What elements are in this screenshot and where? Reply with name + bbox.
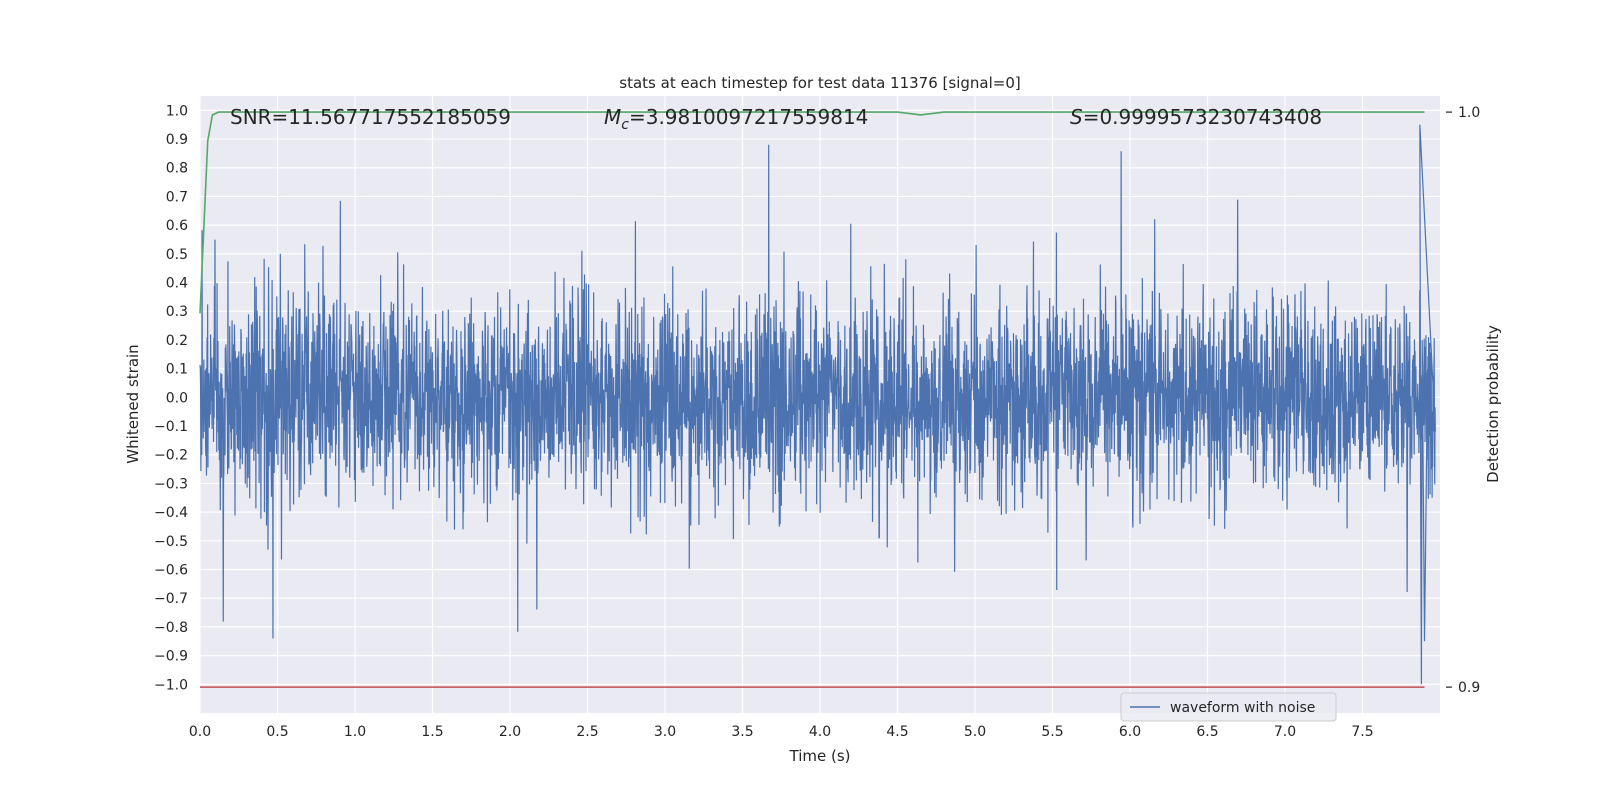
chirp-mass-value: =3.9810097217559814 xyxy=(629,105,868,129)
x-tick-label: 7.5 xyxy=(1351,724,1373,740)
x-axis-ticks: 0.0 0.5 1.0 1.5 2.0 2.5 3.0 3.5 4.0 4.5 5.0 5.5 6.0 6… xyxy=(189,724,1374,740)
x-tick-label: 4.0 xyxy=(809,724,831,740)
y-tick-label: 1.0 xyxy=(166,103,188,119)
y-tick-label: −1.0 xyxy=(154,677,188,693)
chirp-mass-annotation: Mc=3.9810097217559814 xyxy=(604,105,868,133)
waveform-with-noise-line xyxy=(199,124,1436,685)
x-tick-label: 6.5 xyxy=(1196,724,1218,740)
y-tick-label: −0.5 xyxy=(154,534,188,550)
y-tick-label: −0.6 xyxy=(154,563,188,579)
chirp-mass-symbol: M xyxy=(604,105,621,129)
x-tick-label: 3.5 xyxy=(731,724,753,740)
y-tick-label: 0.4 xyxy=(166,276,188,292)
y2-axis-ticks: 1.0 0.9 xyxy=(1446,105,1480,696)
y2-tick-label: 0.9 xyxy=(1458,680,1480,696)
x-tick-label: 0.0 xyxy=(189,724,211,740)
y-tick-label: 0.6 xyxy=(166,218,188,234)
y-tick-label: −0.9 xyxy=(154,649,188,665)
y-tick-label: −0.8 xyxy=(154,620,188,636)
y-tick-label: −0.7 xyxy=(154,591,188,607)
y-tick-label: −0.3 xyxy=(154,476,188,492)
y-tick-label: 0.8 xyxy=(166,161,188,177)
y-tick-label: 0.9 xyxy=(166,132,188,148)
legend: waveform with noise xyxy=(1120,692,1337,722)
x-tick-label: 0.5 xyxy=(266,724,288,740)
probability-series xyxy=(199,111,1425,688)
y-tick-label: 0.1 xyxy=(166,362,188,378)
x-tick-label: 5.5 xyxy=(1041,724,1063,740)
chirp-mass-subscript: c xyxy=(621,117,629,133)
statistic-symbol: S xyxy=(1070,105,1083,129)
snr-annotation: SNR=11.567717552185059 xyxy=(230,105,511,129)
detection-probability-line xyxy=(199,111,1425,314)
y-tick-label: 0.3 xyxy=(166,304,188,320)
y-tick-label: 0.5 xyxy=(166,247,188,263)
y-tick-label: 0.2 xyxy=(166,333,188,349)
y-tick-label: −0.1 xyxy=(154,419,188,435)
legend-label-waveform: waveform with noise xyxy=(1170,700,1315,716)
y-axis-label: Whitened strain xyxy=(124,344,142,463)
x-tick-label: 1.5 xyxy=(421,724,443,740)
x-axis-label: Time (s) xyxy=(789,747,851,765)
x-tick-label: 6.0 xyxy=(1119,724,1141,740)
statistic-value: =0.9999573230743408 xyxy=(1083,105,1322,129)
statistic-annotation: S=0.9999573230743408 xyxy=(1070,105,1322,129)
y-tick-label: −0.2 xyxy=(154,448,188,464)
y-tick-label: 0.0 xyxy=(166,390,188,406)
y-tick-label: −0.4 xyxy=(154,505,188,521)
x-tick-label: 2.5 xyxy=(576,724,598,740)
x-tick-label: 3.0 xyxy=(654,724,676,740)
y-tick-label: 0.7 xyxy=(166,189,188,205)
x-tick-label: 4.5 xyxy=(886,724,908,740)
x-tick-label: 7.0 xyxy=(1274,724,1296,740)
x-tick-label: 1.0 xyxy=(344,724,366,740)
x-tick-label: 5.0 xyxy=(964,724,986,740)
y2-axis-label: Detection probability xyxy=(1484,325,1502,483)
chart-title: stats at each timestep for test data 113… xyxy=(619,74,1020,92)
y2-tick-label: 1.0 xyxy=(1458,105,1480,121)
x-tick-label: 2.0 xyxy=(499,724,521,740)
y-axis-ticks: 1.0 0.9 0.8 0.7 0.6 0.5 0.4 0.3 0.2 0.1 0.0 −0.1 −0.… xyxy=(154,103,188,693)
legend-box xyxy=(1120,692,1337,722)
waveform-series xyxy=(199,124,1436,685)
